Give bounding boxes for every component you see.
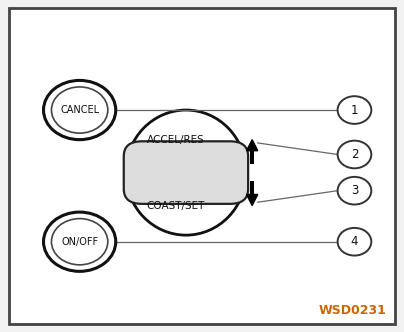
Bar	[250, 181, 254, 195]
Text: 1: 1	[351, 104, 358, 117]
Circle shape	[51, 218, 108, 265]
Circle shape	[338, 96, 371, 124]
Text: ON/OFF: ON/OFF	[61, 237, 98, 247]
Text: ACCEL/RES: ACCEL/RES	[147, 135, 205, 145]
Polygon shape	[246, 195, 258, 206]
Circle shape	[44, 212, 116, 271]
Circle shape	[44, 80, 116, 140]
FancyBboxPatch shape	[124, 141, 248, 204]
Circle shape	[51, 87, 108, 133]
Bar	[250, 151, 254, 164]
Text: 4: 4	[351, 235, 358, 248]
Text: COAST/SET: COAST/SET	[147, 201, 205, 210]
Text: CANCEL: CANCEL	[60, 105, 99, 115]
FancyBboxPatch shape	[9, 8, 395, 324]
Ellipse shape	[126, 110, 246, 235]
Polygon shape	[246, 140, 258, 151]
Circle shape	[338, 228, 371, 256]
Text: 3: 3	[351, 184, 358, 197]
Circle shape	[338, 141, 371, 168]
Circle shape	[338, 177, 371, 205]
Text: 2: 2	[351, 148, 358, 161]
Text: WSD0231: WSD0231	[319, 304, 387, 317]
